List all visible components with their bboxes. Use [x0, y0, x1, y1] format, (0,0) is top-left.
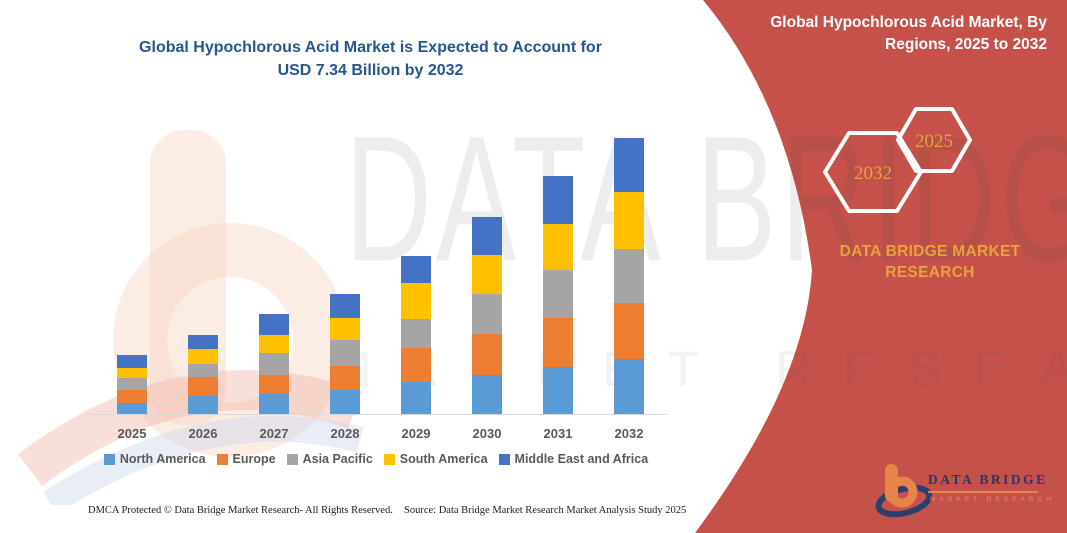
x-tick-label-2029: 2029	[401, 426, 431, 441]
bar-segment-2027-south-america	[259, 335, 289, 353]
panel-title-line1: Global Hypochlorous Acid Market, By	[770, 14, 1047, 31]
brand-text-line2: RESEARCH	[885, 263, 975, 281]
x-tick-label-2025: 2025	[117, 426, 147, 441]
bar-segment-2027-north-america	[259, 394, 289, 414]
dbmr-logo-icon	[875, 464, 932, 518]
legend-item-europe: Europe	[216, 452, 276, 466]
brand-text-line1: DATA BRIDGE MARKET	[839, 243, 1021, 260]
hexagon-2032-label: 2032	[854, 163, 892, 184]
bar-segment-2026-asia-pacific	[188, 363, 218, 377]
watermark-subtext: MARKET RESEARCH	[330, 341, 1067, 397]
x-tick-label-2027: 2027	[259, 426, 289, 441]
chart-title: Global Hypochlorous Acid Market is Expec…	[88, 36, 653, 82]
bar-segment-2032-europe	[614, 303, 644, 359]
bar-segment-2029-north-america	[401, 382, 431, 414]
bar-segment-2030-south-america	[472, 255, 502, 295]
chart-legend: North America Europe Asia Pacific South Ame…	[85, 452, 667, 466]
bar-segment-2027-middle-east-and-africa	[259, 314, 289, 336]
bar-segment-2031-europe	[543, 318, 573, 367]
x-axis-line	[85, 414, 667, 415]
bar-2030	[472, 217, 502, 414]
dmca-copyright-text: DMCA Protected © Data Bridge Market Rese…	[88, 505, 393, 516]
legend-label: Asia Pacific	[302, 452, 373, 466]
bar-segment-2028-europe	[330, 365, 360, 391]
bar-2028	[330, 294, 360, 414]
year-hexagons: 2032 2025	[823, 107, 972, 213]
x-tick-label-2031: 2031	[543, 426, 573, 441]
bar-segment-2031-asia-pacific	[543, 270, 573, 319]
legend-label: Europe	[232, 452, 276, 466]
bar-segment-2030-north-america	[472, 374, 502, 414]
panel-title-line2: Regions, 2025 to 2032	[885, 36, 1047, 54]
bar-segment-2030-asia-pacific	[472, 294, 502, 334]
bar-segment-2027-asia-pacific	[259, 352, 289, 375]
bar-segment-2032-south-america	[614, 192, 644, 249]
bar-2031	[543, 175, 573, 414]
legend-swatch-icon	[498, 453, 510, 465]
bar-segment-2030-middle-east-and-africa	[472, 217, 502, 256]
bar-segment-2028-south-america	[330, 318, 360, 340]
bar-segment-2029-asia-pacific	[401, 319, 431, 349]
logo-name-text: DATA BRIDGE	[928, 472, 1048, 487]
bar-segment-2029-middle-east-and-africa	[401, 255, 431, 283]
bar-2026	[188, 334, 218, 414]
panel-title: Global Hypochlorous Acid Market, By Regi…	[727, 12, 1047, 57]
bar-segment-2031-north-america	[543, 367, 573, 414]
bar-segment-2026-north-america	[188, 396, 218, 414]
x-tick-label-2026: 2026	[188, 426, 218, 441]
legend-swatch-icon	[216, 453, 228, 465]
bar-2025	[117, 355, 147, 414]
legend-label: South America	[399, 452, 488, 466]
watermark-text: DATA BRIDGE	[345, 99, 1067, 299]
bar-segment-2025-south-america	[117, 367, 147, 379]
bar-segment-2026-south-america	[188, 348, 218, 364]
legend-item-asia-pacific: Asia Pacific	[286, 452, 373, 466]
source-text: Source: Data Bridge Market Research Mark…	[404, 505, 687, 516]
bar-segment-2025-europe	[117, 390, 147, 403]
legend-swatch-icon	[383, 453, 395, 465]
chart-title-line1: Global Hypochlorous Acid Market is Expec…	[139, 39, 602, 56]
bar-segment-2029-europe	[401, 348, 431, 383]
hexagon-2025: 2025	[896, 107, 972, 173]
bar-segment-2031-south-america	[543, 224, 573, 271]
legend-swatch-icon	[286, 453, 298, 465]
legend-item-north-america: North America	[103, 452, 206, 466]
chart-title-line2: USD 7.34 Billion by 2032	[277, 62, 464, 80]
bar-2029	[401, 255, 431, 414]
bar-segment-2025-asia-pacific	[117, 378, 147, 391]
legend-label: Middle East and Africa	[514, 452, 649, 466]
brand-text: DATA BRIDGE MARKET RESEARCH	[805, 242, 1055, 284]
bar-segment-2032-asia-pacific	[614, 248, 644, 304]
logo-subtitle-text: MARKET RESEARCH	[930, 496, 1055, 503]
bar-2027	[259, 314, 289, 414]
bar-segment-2028-middle-east-and-africa	[330, 294, 360, 319]
bar-segment-2032-north-america	[614, 358, 644, 414]
x-tick-label-2028: 2028	[330, 426, 360, 441]
logo-underline	[928, 491, 1038, 493]
bar-segment-2026-middle-east-and-africa	[188, 334, 218, 349]
legend-label: North America	[119, 452, 206, 466]
legend-item-south-america: South America	[383, 452, 488, 466]
hexagon-2025-label: 2025	[915, 131, 953, 152]
bar-segment-2032-middle-east-and-africa	[614, 138, 644, 193]
bar-segment-2027-europe	[259, 374, 289, 395]
x-tick-label-2032: 2032	[614, 426, 644, 441]
bar-segment-2025-north-america	[117, 402, 147, 414]
bar-segment-2031-middle-east-and-africa	[543, 175, 573, 225]
bar-segment-2030-europe	[472, 333, 502, 375]
bar-segment-2028-asia-pacific	[330, 339, 360, 366]
bar-2032	[614, 138, 644, 414]
hexagon-2032: 2032	[823, 131, 923, 213]
bar-segment-2029-south-america	[401, 282, 431, 320]
x-tick-label-2030: 2030	[472, 426, 502, 441]
legend-item-middle-east-and-africa: Middle East and Africa	[498, 452, 649, 466]
legend-swatch-icon	[103, 453, 115, 465]
bar-segment-2028-north-america	[330, 390, 360, 414]
bar-segment-2026-europe	[188, 376, 218, 397]
bar-segment-2025-middle-east-and-africa	[117, 355, 147, 368]
